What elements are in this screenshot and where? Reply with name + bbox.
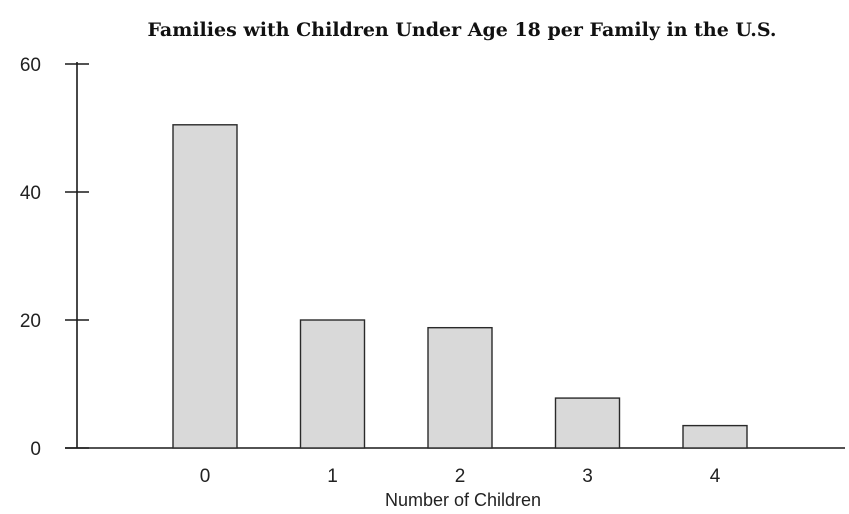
chart-title: Families with Children Under Age 18 per … [147,19,776,41]
y-tick-label: 20 [20,311,41,332]
x-tick-labels: 0 1 2 3 4 [200,466,721,487]
bar-4 [682,424,748,449]
x-tick-label: 3 [582,466,593,487]
x-tick-label: 4 [710,466,721,487]
bar-2 [427,326,493,449]
x-tick-label: 2 [455,466,466,487]
bar-0 [172,124,238,449]
x-axis-label: Number of Children [385,490,541,510]
bar-1 [299,319,366,449]
y-axis: 0 20 40 60 [20,55,89,460]
bar-3 [554,397,621,449]
bars [172,124,748,449]
x-tick-label: 1 [327,466,338,487]
y-tick-label: 0 [30,439,41,460]
y-tick-label: 60 [20,55,41,76]
y-tick-label: 40 [20,183,41,204]
x-tick-label: 0 [200,466,211,487]
